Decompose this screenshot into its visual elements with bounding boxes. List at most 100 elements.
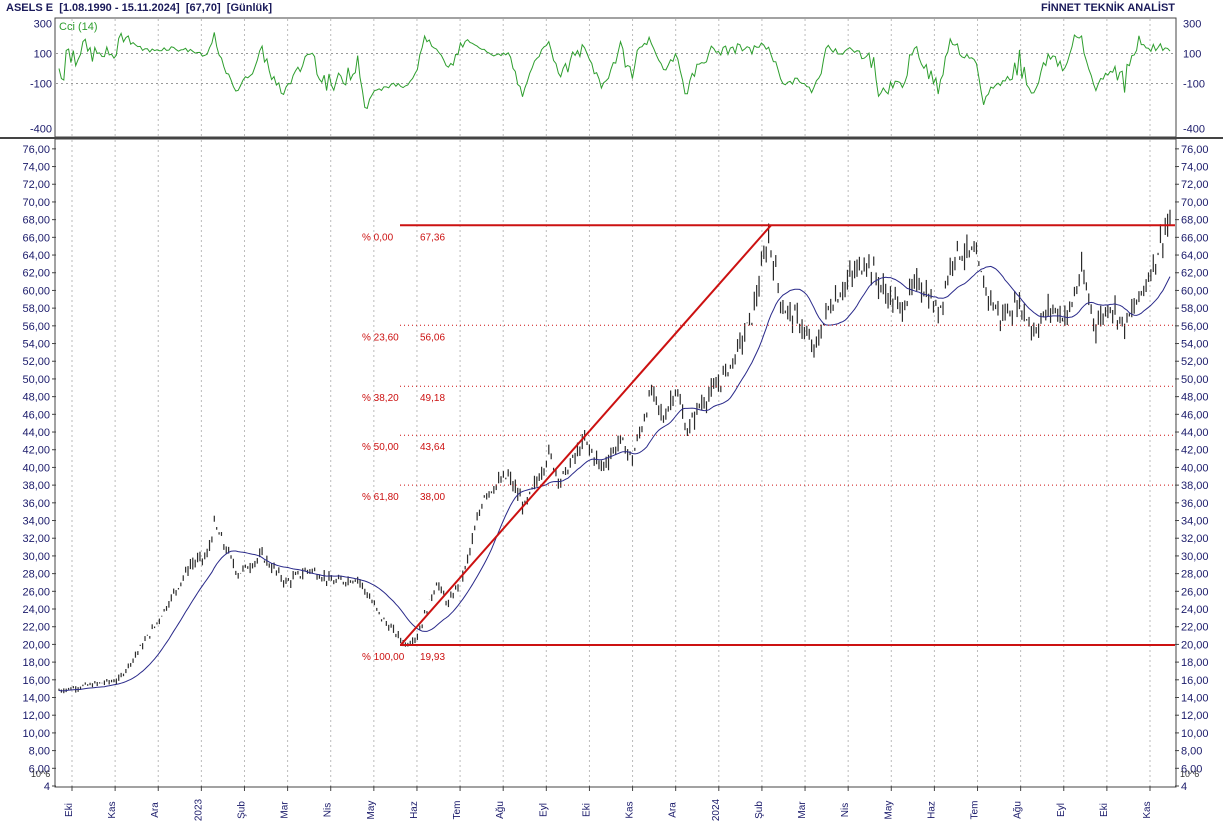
y-tick-label-right: 40,00 — [1181, 462, 1209, 474]
y-tick-label-right: 58,00 — [1181, 303, 1209, 315]
y-tick-label-right: 18,00 — [1181, 657, 1209, 669]
x-axis: Eki Kas Ara 2023 Şub Mar Nis May Haz Tem Ağu Eyl Eki… — [64, 786, 1153, 821]
brand-label: FİNNET TEKNİK ANALİST — [1040, 2, 1175, 14]
y-tick-label-right: 24,00 — [1181, 604, 1209, 616]
x-tick-label: May — [883, 801, 894, 820]
y-tick-label-left: 16,00 — [22, 675, 50, 687]
y-tick-label-left: 46,00 — [22, 409, 50, 421]
y-tick-label-left: 10,00 — [22, 728, 50, 740]
x-tick-label: Mar — [797, 801, 808, 819]
y-tick-label-right: 64,00 — [1181, 250, 1209, 262]
period: [Günlük] — [226, 2, 273, 14]
y-tick-label-right: 62,00 — [1181, 268, 1209, 280]
fib-value-label: 43,64 — [420, 442, 445, 453]
y-tick-label-left: 64,00 — [22, 250, 50, 262]
x-tick-label: Nis — [840, 803, 851, 817]
x-tick-label: Ağu — [495, 801, 506, 819]
y-tick-label-left: 56,00 — [22, 321, 50, 333]
y-tick-label-left: 8,00 — [29, 746, 50, 758]
moving-average-line — [58, 265, 1171, 692]
y-tick-label-left: 40,00 — [22, 462, 50, 474]
grid — [56, 19, 1175, 786]
cci-series — [58, 31, 1171, 110]
y-tick-label-right: 38,00 — [1181, 480, 1209, 492]
y-axis: 76,00 76,00 74,00 74,00 72,00 72,00 70,00 70,00… — [22, 19, 1208, 794]
x-tick-label: Ara — [150, 802, 161, 818]
fib-pct-label: % 50,00 — [362, 442, 399, 453]
x-tick-label: Tem — [452, 801, 463, 820]
y-tick-label-right: 46,00 — [1181, 409, 1209, 421]
x-tick-label: Kas — [625, 801, 636, 818]
cci-tick-label-left: 100 — [34, 49, 52, 61]
x-tick-label: Eyl — [538, 803, 549, 817]
x-tick-label: May — [366, 801, 377, 820]
x-tick-label: Tem — [970, 801, 981, 820]
x-tick-label: 2024 — [711, 798, 722, 821]
fib-pct-label: % 38,20 — [362, 393, 399, 404]
y-tick-label-left: 44,00 — [22, 427, 50, 439]
y-tick-label-left: 36,00 — [22, 498, 50, 510]
y-tick-label-left: 14,00 — [22, 693, 50, 705]
y-tick-label-right: 48,00 — [1181, 392, 1209, 404]
x-tick-label: Kas — [1142, 801, 1153, 818]
y-tick-label-left: 62,00 — [22, 268, 50, 280]
fib-value-label: 49,18 — [420, 393, 445, 404]
x-tick-label: Ağu — [1013, 801, 1024, 819]
y-tick-label-right: 34,00 — [1181, 516, 1209, 528]
y-tick-label-left: 72,00 — [22, 179, 50, 191]
date-range: [1.08.1990 - 15.11.2024] — [59, 2, 180, 14]
fib-value-label: 19,93 — [420, 652, 445, 663]
x-tick-label: Şub — [754, 801, 765, 819]
cci-title: Cci (14) — [59, 21, 98, 33]
y-tick-label-right: 36,00 — [1181, 498, 1209, 510]
y-tick-label-right: 30,00 — [1181, 551, 1209, 563]
y-tick-label-right: 56,00 — [1181, 321, 1209, 333]
x-tick-label: Eki — [1099, 803, 1110, 817]
fib-value-label: 67,36 — [420, 232, 445, 243]
y-tick-label-left: 50,00 — [22, 374, 50, 386]
x-tick-label: Eyl — [1056, 803, 1067, 817]
y-tick-label-right: 70,00 — [1181, 197, 1209, 209]
cci-tick-label-right: -400 — [1183, 124, 1205, 136]
y-tick-label-left: 20,00 — [22, 639, 50, 651]
cci-line — [58, 31, 1171, 110]
y-tick-label-left: 58,00 — [22, 303, 50, 315]
y-tick-label-right: 22,00 — [1181, 622, 1209, 634]
y-tick-label-left: 60,00 — [22, 285, 50, 297]
y-tick-label-left: 52,00 — [22, 356, 50, 368]
x-tick-label: Nis — [323, 803, 334, 817]
y-tick-label-right: 12,00 — [1181, 710, 1209, 722]
y-tick-label-right: 72,00 — [1181, 179, 1209, 191]
y-tick-label-left: 74,00 — [22, 162, 50, 174]
y-tick-label-left: 12,00 — [22, 710, 50, 722]
y-tick-label-right: 32,00 — [1181, 533, 1209, 545]
fib-pct-label: % 0,00 — [362, 232, 394, 243]
cci-tick-label-left: -100 — [30, 79, 52, 91]
y-tick-label-right: 68,00 — [1181, 215, 1209, 227]
cci-tick-label-left: -400 — [30, 124, 52, 136]
cci-tick-label-left: 300 — [34, 19, 52, 31]
y-tick-label-left: 6,00 — [29, 763, 50, 775]
y-tick-label-right: 52,00 — [1181, 356, 1209, 368]
price-panel — [54, 138, 1177, 788]
fib-value-label: 56,06 — [420, 332, 445, 343]
y-tick-label-right: 42,00 — [1181, 445, 1209, 457]
x-tick-label: Kas — [107, 801, 118, 818]
x-tick-label: Şub — [236, 801, 247, 819]
fib-pct-label: % 23,60 — [362, 332, 399, 343]
scale-note-left: 10^6 — [31, 769, 50, 779]
y-tick-label-left: 70,00 — [22, 197, 50, 209]
x-tick-label: Eki — [64, 803, 75, 817]
moving-average-series — [58, 265, 1171, 692]
fibonacci-levels: % 0,00 67,36 % 23,60 56,06 % 38,20 49,18 % 50,… — [362, 224, 1175, 663]
y-tick-label-left: 66,00 — [22, 232, 50, 244]
y-tick-label-right: 60,00 — [1181, 285, 1209, 297]
y-tick-label-right: 74,00 — [1181, 162, 1209, 174]
y-tick-label-right: 54,00 — [1181, 339, 1209, 351]
y-tick-label-right: 16,00 — [1181, 675, 1209, 687]
cci-tick-label-right: -100 — [1183, 79, 1205, 91]
y-tick-label-left: 34,00 — [22, 516, 50, 528]
x-tick-label: Haz — [926, 801, 937, 819]
y-tick-label-right: 44,00 — [1181, 427, 1209, 439]
